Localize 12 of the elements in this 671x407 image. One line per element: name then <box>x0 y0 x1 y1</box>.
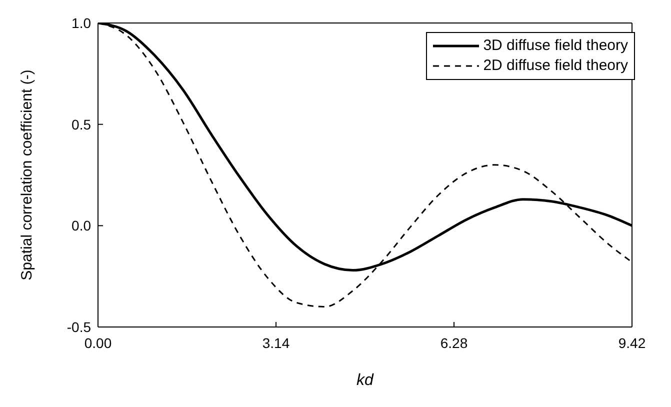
y-tick-label: 0.0 <box>72 218 92 234</box>
y-tick-label: 0.5 <box>72 116 92 132</box>
x-tick-label: 6.28 <box>440 334 468 351</box>
y-tick-label: -0.5 <box>66 318 92 335</box>
y-axis-title: Spatial correlation coefficient (-) <box>18 70 36 280</box>
x-tick-label: 3.14 <box>262 334 290 351</box>
legend-label: 2D diffuse field theory <box>483 56 628 76</box>
legend-label: 3D diffuse field theory <box>483 36 628 56</box>
x-axis-title: kd <box>356 372 375 389</box>
x-tick-label: 0.00 <box>84 334 112 351</box>
x-tick-label: 9.42 <box>618 334 646 351</box>
y-tick-label: 1.0 <box>72 14 92 31</box>
